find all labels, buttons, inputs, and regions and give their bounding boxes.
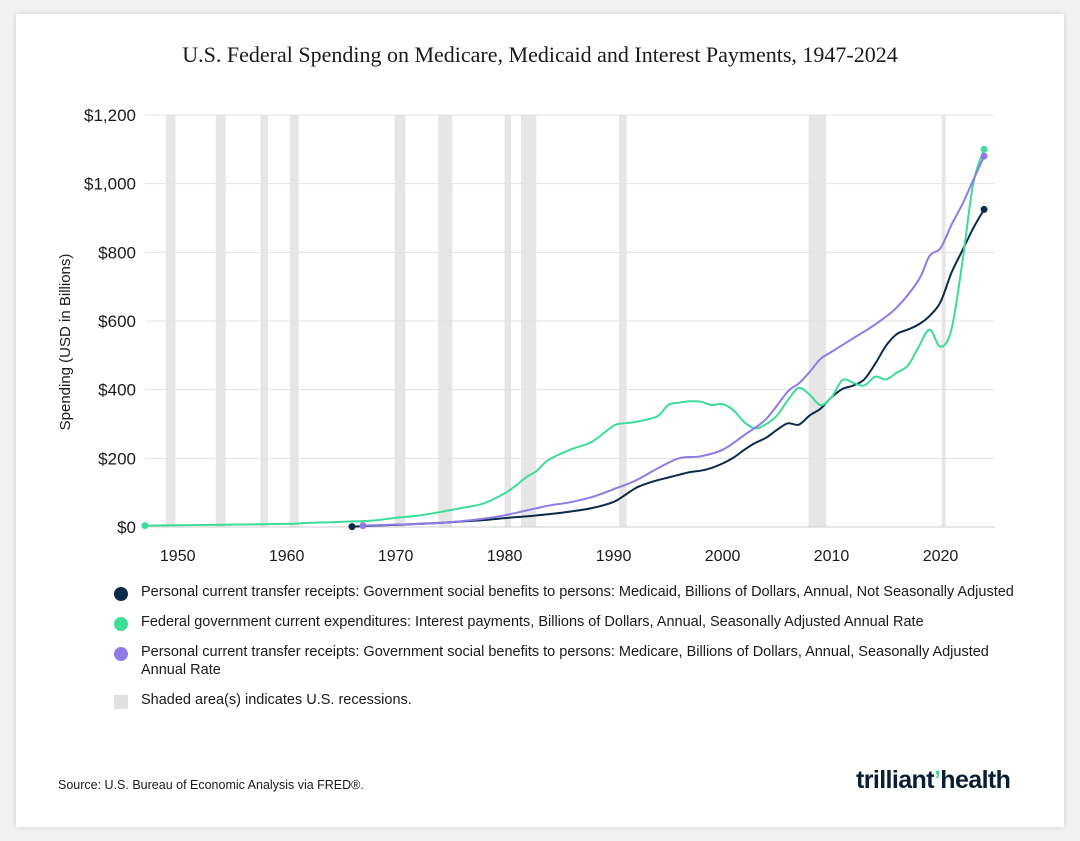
series-start-point-interest[interactable] [141, 522, 149, 530]
y-tick-label: $800 [98, 243, 136, 262]
trilliant-health-logo: trilliantʼhealth [856, 766, 1011, 795]
y-tick-label: $600 [98, 312, 136, 331]
legend-label-recessions: Shaded area(s) indicates U.S. recessions… [141, 692, 412, 708]
legend-label-medicaid: Personal current transfer receipts: Gove… [141, 584, 1014, 600]
series-end-point-medicaid[interactable] [980, 205, 988, 213]
series-end-point-interest[interactable] [980, 145, 988, 153]
y-tick-label: $200 [98, 449, 136, 468]
legend: Personal current transfer receipts: Gove… [114, 583, 1014, 721]
legend-dot-medicare [114, 647, 128, 661]
legend-item-medicare[interactable]: Personal current transfer receipts: Gove… [114, 643, 1014, 679]
grid-layer [145, 114, 995, 528]
y-tick-label: $1,200 [84, 106, 136, 125]
series-line-medicaid[interactable] [351, 208, 986, 528]
legend-dot-interest [114, 617, 128, 631]
series-line-medicare[interactable] [361, 155, 986, 527]
legend-label-interest: Federal government current expenditures:… [141, 614, 924, 630]
series-start-point-medicare[interactable] [359, 522, 367, 530]
x-tick-label: 2010 [814, 548, 850, 565]
logo-text-left: trilliant [856, 766, 935, 794]
logo-swoosh-icon: ʼ [933, 766, 941, 794]
legend-dot-medicaid [114, 587, 128, 601]
series-line-interest[interactable] [144, 148, 986, 527]
chart-card [16, 14, 1064, 827]
x-tick-label: 1960 [269, 548, 305, 565]
y-tick-label: $400 [98, 381, 136, 400]
legend-item-recessions: Shaded area(s) indicates U.S. recessions… [114, 691, 1014, 709]
series-layer [141, 145, 988, 531]
chart-title: U.S. Federal Spending on Medicare, Medic… [182, 42, 898, 67]
legend-item-medicaid[interactable]: Personal current transfer receipts: Gove… [114, 583, 1014, 601]
series-start-point-medicaid[interactable] [348, 523, 356, 531]
legend-label-medicare: Personal current transfer receipts: Gove… [141, 644, 989, 678]
x-tick-label: 2020 [923, 548, 959, 565]
x-tick-label: 1990 [596, 548, 632, 565]
series-end-point-medicare[interactable] [980, 152, 988, 160]
x-tick-label: 1970 [378, 548, 414, 565]
axis-layer: $0 $200 $400 $600 $800 $1,000 $1,200 1950 1960 19… [84, 106, 958, 565]
logo-text-right: health [940, 766, 1011, 794]
x-tick-label: 2000 [705, 548, 741, 565]
y-tick-label: $0 [117, 518, 136, 537]
x-tick-label: 1950 [160, 548, 196, 565]
legend-swatch-recessions [114, 695, 128, 709]
y-axis-label: Spending (USD in Billions) [57, 254, 74, 431]
x-tick-label: 1980 [487, 548, 523, 565]
legend-item-interest[interactable]: Federal government current expenditures:… [114, 613, 1014, 631]
y-tick-label: $1,000 [84, 175, 136, 194]
source-note: Source: U.S. Bureau of Economic Analysis… [58, 778, 364, 792]
